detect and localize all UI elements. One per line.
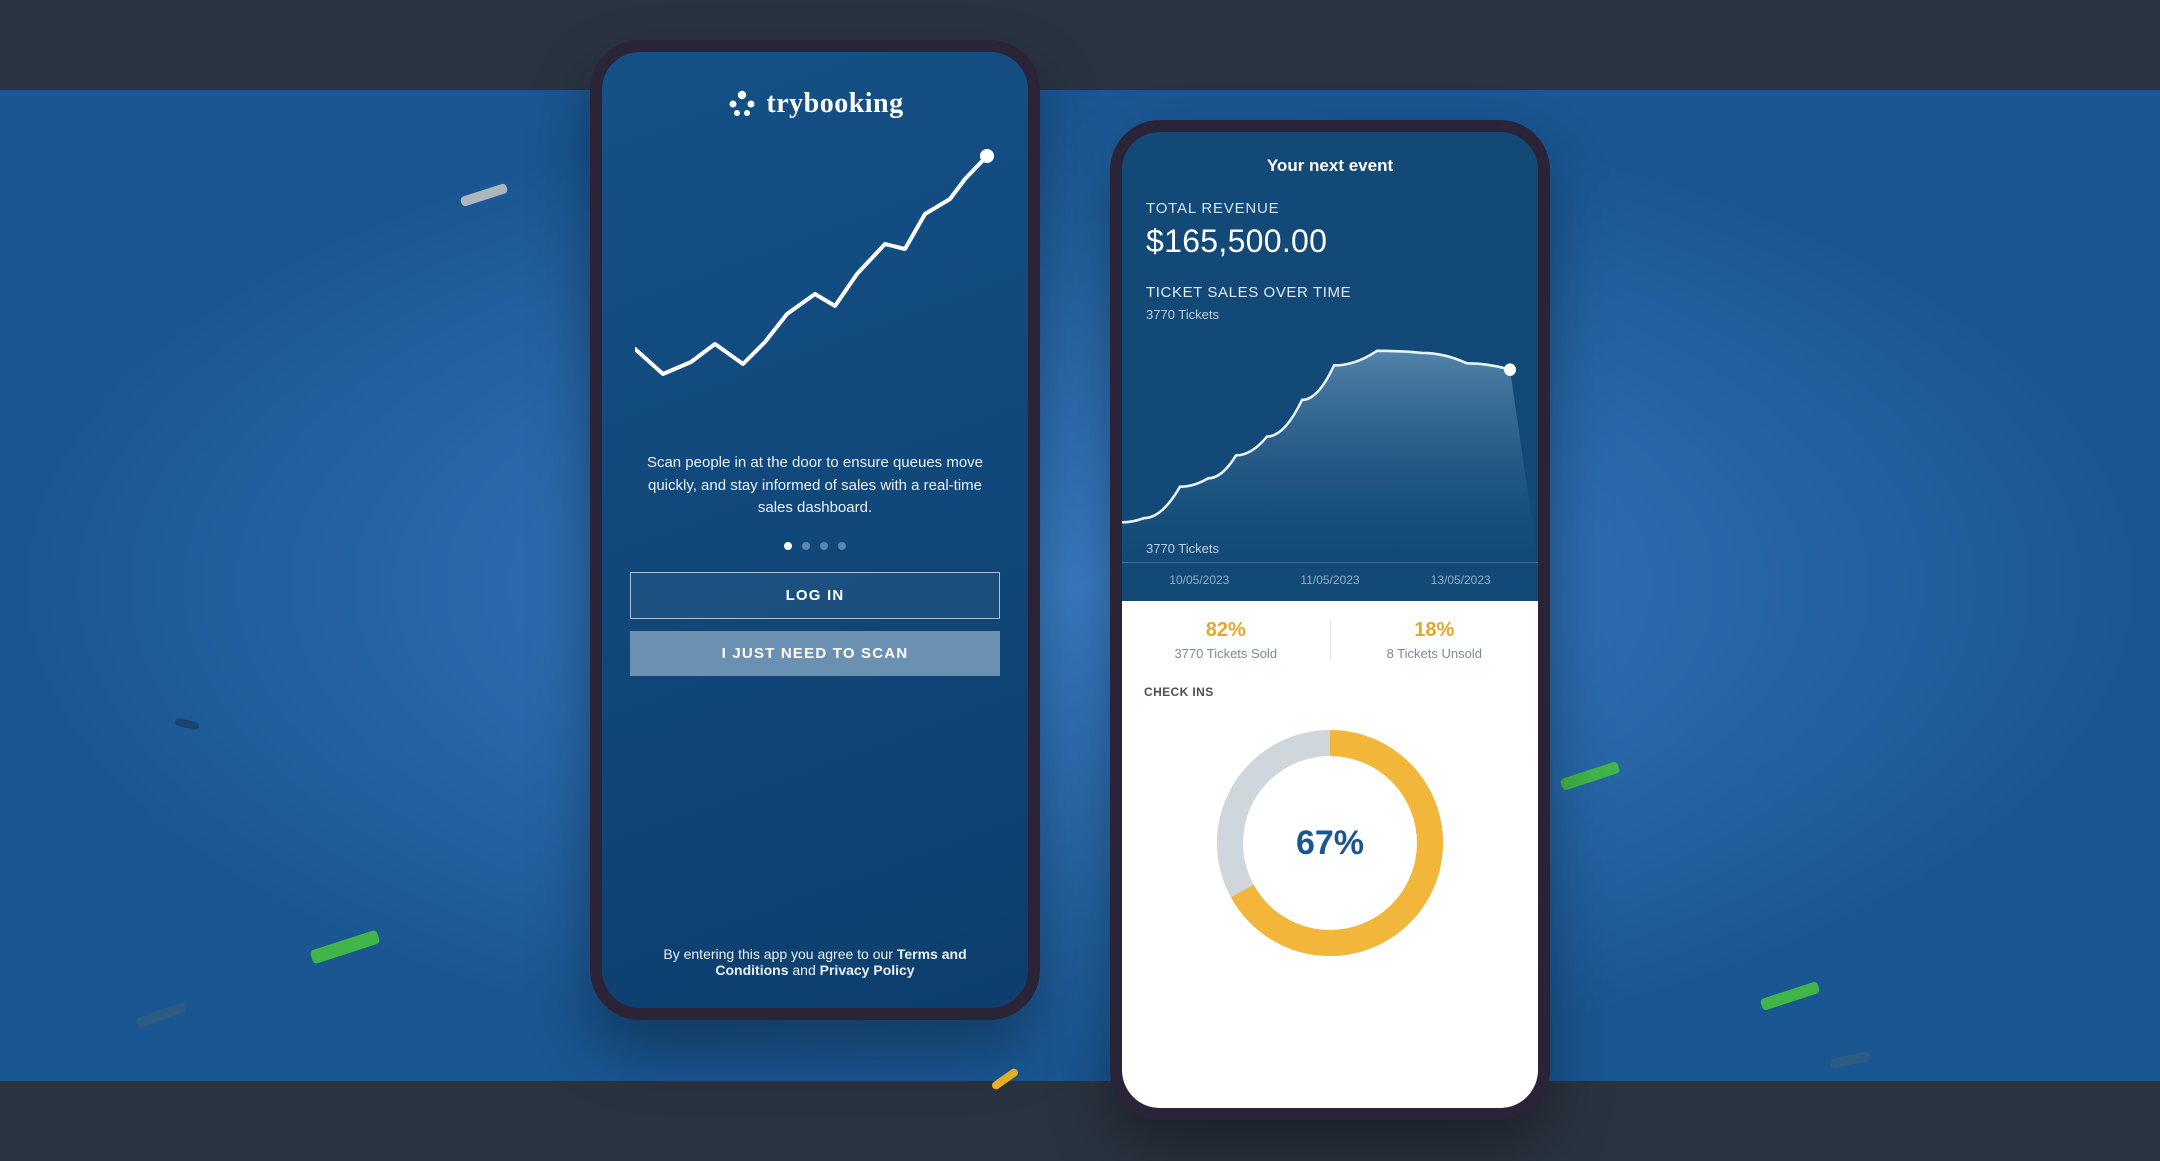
sold-stat: 82% 3770 Tickets Sold bbox=[1122, 619, 1330, 661]
phone-splash: trybooking Scan people in at the door to… bbox=[590, 40, 1040, 1020]
privacy-link[interactable]: Privacy Policy bbox=[820, 962, 915, 978]
brand-name: trybooking bbox=[766, 88, 903, 120]
revenue-label: TOTAL REVENUE bbox=[1146, 200, 1514, 217]
scan-button[interactable]: I JUST NEED TO SCAN bbox=[630, 631, 1000, 676]
checkins-label: CHECK INS bbox=[1144, 685, 1516, 699]
x-axis: 10/05/202311/05/202313/05/2023 bbox=[1122, 562, 1538, 601]
pager-dot[interactable] bbox=[802, 542, 810, 550]
legal-text: By entering this app you agree to our Te… bbox=[630, 946, 1000, 988]
sales-chart: 3770 Tickets bbox=[1122, 332, 1538, 562]
page-title: Your next event bbox=[1267, 156, 1393, 176]
unsold-pct: 18% bbox=[1331, 619, 1539, 642]
pager-dot[interactable] bbox=[838, 542, 846, 550]
trybooking-logo-icon bbox=[726, 88, 758, 120]
legal-prefix: By entering this app you agree to our bbox=[663, 946, 893, 962]
checkins-donut: 67% bbox=[1144, 713, 1516, 973]
topbar: Your next event bbox=[1122, 132, 1538, 194]
pager-dot[interactable] bbox=[784, 542, 792, 550]
brand-logo: trybooking bbox=[630, 88, 1000, 120]
x-axis-tick: 13/05/2023 bbox=[1395, 573, 1526, 587]
tagline-text: Scan people in at the door to ensure que… bbox=[630, 452, 1000, 520]
over-time-label: TICKET SALES OVER TIME bbox=[1146, 284, 1514, 301]
revenue-value: $165,500.00 bbox=[1146, 223, 1514, 260]
donut-percent-label: 67% bbox=[1296, 824, 1364, 863]
login-button[interactable]: LOG IN bbox=[630, 572, 1000, 619]
unsold-label: 8 Tickets Unsold bbox=[1331, 646, 1539, 661]
sold-unsold-row: 82% 3770 Tickets Sold 18% 8 Tickets Unso… bbox=[1122, 601, 1538, 675]
splash-chart bbox=[630, 144, 1000, 434]
y-axis-top-label: 3770 Tickets bbox=[1146, 307, 1514, 322]
x-axis-tick: 10/05/2023 bbox=[1134, 573, 1265, 587]
sold-label: 3770 Tickets Sold bbox=[1122, 646, 1330, 661]
background-band bbox=[0, 90, 2160, 1081]
legal-and: and bbox=[792, 962, 815, 978]
unsold-stat: 18% 8 Tickets Unsold bbox=[1330, 619, 1539, 661]
phone-dashboard: Your next event TOTAL REVENUE $165,500.0… bbox=[1110, 120, 1550, 1120]
x-axis-tick: 11/05/2023 bbox=[1265, 573, 1396, 587]
sold-pct: 82% bbox=[1122, 619, 1330, 642]
pager-dot[interactable] bbox=[820, 542, 828, 550]
pager-dots[interactable] bbox=[630, 542, 1000, 550]
y-axis-bottom-label: 3770 Tickets bbox=[1146, 541, 1219, 556]
